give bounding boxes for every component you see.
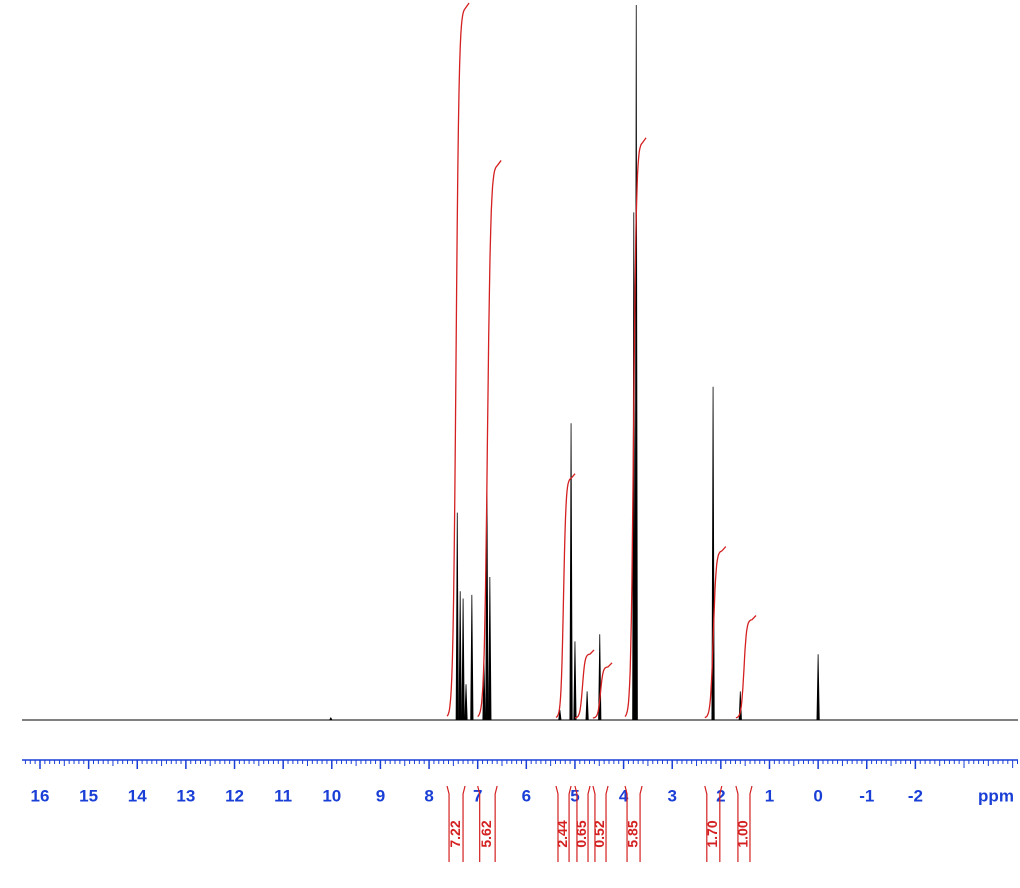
peak xyxy=(455,512,459,721)
x-tick-label: 1 xyxy=(765,786,774,805)
integral-bracket xyxy=(592,785,609,862)
x-tick-label: -1 xyxy=(859,786,874,805)
peak xyxy=(458,591,462,721)
x-axis-label: ppm xyxy=(978,786,1014,805)
x-tick-label: 16 xyxy=(31,786,50,805)
integral-bracket xyxy=(624,785,643,862)
x-tick-label: -2 xyxy=(908,786,923,805)
x-tick-label: 14 xyxy=(128,786,147,805)
integral-bracket xyxy=(574,785,591,862)
integral-label: 2.44 xyxy=(554,820,570,847)
integral-curve xyxy=(575,649,595,719)
x-tick-label: 3 xyxy=(667,786,676,805)
x-tick-label: 7 xyxy=(473,786,482,805)
peak xyxy=(573,641,577,721)
peak xyxy=(464,684,468,721)
integral-curve xyxy=(446,2,470,717)
integral-curve xyxy=(624,137,647,718)
x-tick-label: 9 xyxy=(376,786,385,805)
integral-bracket xyxy=(477,785,498,862)
integral-curve xyxy=(555,473,576,718)
integral-curve xyxy=(477,160,502,718)
x-tick-label: 13 xyxy=(176,786,195,805)
peak xyxy=(585,691,589,721)
x-tick-label: 12 xyxy=(225,786,244,805)
peak xyxy=(816,654,820,721)
x-tick-label: 4 xyxy=(619,786,629,805)
x-tick-label: 8 xyxy=(424,786,433,805)
integral-curve xyxy=(704,546,727,719)
integral-label: 0.52 xyxy=(591,820,607,847)
integral-bracket xyxy=(704,785,723,862)
integral-bracket xyxy=(555,785,572,862)
x-tick-label: 0 xyxy=(813,786,822,805)
integral-label: 5.85 xyxy=(624,820,640,847)
integral-label: 7.22 xyxy=(447,820,463,847)
peak xyxy=(470,594,474,721)
x-tick-label: 11 xyxy=(274,786,292,805)
peak xyxy=(461,598,465,721)
peak xyxy=(634,4,638,721)
integral-label: 0.65 xyxy=(573,820,589,847)
x-tick-label: 2 xyxy=(716,786,725,805)
integral-curve xyxy=(592,662,613,719)
x-tick-label: 15 xyxy=(79,786,98,805)
integral-curve xyxy=(735,615,757,719)
integral-label: 5.62 xyxy=(478,820,494,847)
peak xyxy=(329,717,333,721)
integral-label: 1.00 xyxy=(735,820,751,847)
integral-bracket xyxy=(446,785,466,862)
integral-label: 1.70 xyxy=(704,820,720,847)
peak xyxy=(569,423,573,721)
integral-bracket xyxy=(735,785,753,862)
x-tick-label: 6 xyxy=(522,786,531,805)
x-tick-label: 5 xyxy=(570,786,579,805)
peak xyxy=(488,576,492,721)
x-tick-label: 10 xyxy=(322,786,341,805)
